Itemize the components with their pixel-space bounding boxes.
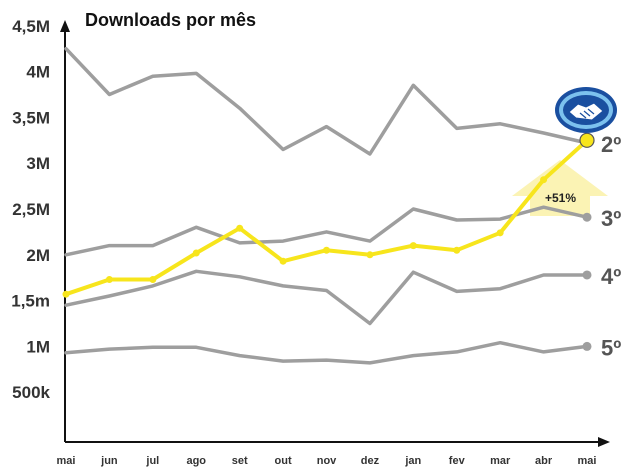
data-point <box>279 257 287 265</box>
growth-annotation: +51% <box>545 191 576 205</box>
x-axis-arrow-icon <box>598 437 610 447</box>
chart-title: Downloads por mês <box>85 10 256 30</box>
growth-arrow-icon <box>512 160 608 216</box>
data-point <box>453 246 461 254</box>
y-tick-label: 500k <box>12 383 50 402</box>
data-point <box>105 276 113 284</box>
data-point <box>409 242 417 250</box>
y-tick-label: 2M <box>26 246 50 265</box>
y-tick-label: 1,5m <box>11 292 50 311</box>
rank-label: 5º <box>601 335 621 360</box>
x-tick-label: out <box>275 455 292 467</box>
data-point <box>582 341 592 351</box>
x-tick-label: set <box>232 455 248 467</box>
series-highlight <box>62 132 595 298</box>
y-tick-label: 2,5M <box>12 200 50 219</box>
y-tick-labels: 500k 1M 1,5m 2M 2,5M 3M 3,5M 4M 4,5M <box>11 17 50 402</box>
series-line <box>64 205 589 257</box>
series-line <box>64 46 589 156</box>
x-tick-label: jul <box>145 455 159 467</box>
y-tick-label: 4M <box>26 63 50 82</box>
rank-label: 4º <box>601 264 621 289</box>
rank-label: 2º <box>601 132 621 157</box>
x-tick-label: nov <box>317 455 337 467</box>
series-gray <box>64 340 592 365</box>
x-tick-label: fev <box>449 455 466 467</box>
x-tick-label: dez <box>361 455 380 467</box>
x-tick-label: mar <box>490 455 511 467</box>
series-layer <box>62 46 595 365</box>
data-point <box>582 270 592 280</box>
x-tick-label: mai <box>578 455 597 467</box>
y-tick-label: 3,5M <box>12 108 50 127</box>
rank-label: 3º <box>601 206 621 231</box>
data-point <box>323 246 330 254</box>
x-tick-label: ago <box>186 455 206 467</box>
data-point <box>149 276 157 284</box>
y-axis-arrow-icon <box>60 20 70 32</box>
data-point <box>540 176 548 184</box>
series-gray <box>64 269 592 326</box>
x-tick-labels: mai jun jul ago set out nov dez jan fev mar abr mai <box>57 455 597 467</box>
series-line <box>64 340 589 365</box>
x-tick-label: jan <box>404 455 421 467</box>
series-gray <box>64 46 592 156</box>
data-point <box>192 249 200 257</box>
data-point <box>366 251 374 259</box>
rank-labels: 2º 3º 4º 5º <box>601 132 621 360</box>
data-point <box>236 224 244 232</box>
handshake-logo-icon <box>555 87 617 133</box>
y-tick-label: 1M <box>26 337 50 356</box>
axes <box>60 20 610 447</box>
y-tick-label: 3M <box>26 154 50 173</box>
data-point <box>579 132 595 148</box>
x-tick-label: mai <box>57 455 76 467</box>
data-point <box>496 229 504 237</box>
series-line <box>64 269 589 326</box>
x-tick-label: abr <box>535 455 553 467</box>
x-tick-label: jun <box>100 455 118 467</box>
y-tick-label: 4,5M <box>12 17 50 36</box>
series-gray <box>64 205 592 257</box>
data-point <box>62 290 70 298</box>
data-point <box>582 212 592 222</box>
